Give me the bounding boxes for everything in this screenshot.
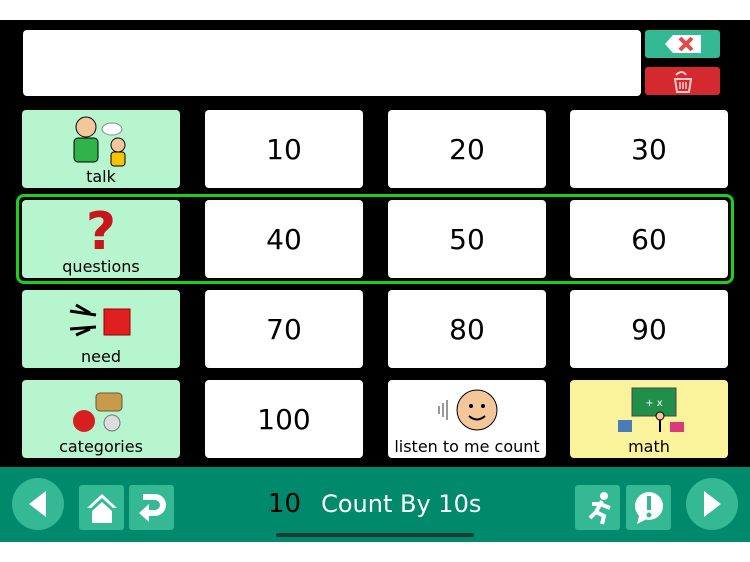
cell-30[interactable]: 30 [570, 110, 728, 188]
running-person-icon [588, 491, 611, 524]
objects-group-icon [73, 392, 123, 432]
cell-categories[interactable]: categories [22, 380, 180, 458]
next-page-button[interactable] [686, 478, 738, 530]
cell-label: listen to me count [394, 437, 540, 456]
number-label: 80 [449, 312, 485, 346]
triangle-right-icon [704, 491, 721, 517]
page-title: 10 Count By 10s [268, 489, 481, 519]
cell-10[interactable]: 10 [205, 110, 363, 188]
back-button[interactable] [129, 485, 174, 530]
cell-70[interactable]: 70 [205, 290, 363, 368]
cell-100[interactable]: 100 [205, 380, 363, 458]
home-button[interactable] [79, 485, 124, 530]
cell-60[interactable]: 60 [570, 200, 728, 278]
cell-picture: + x [570, 384, 728, 438]
svg-text:+ x: + x [645, 398, 663, 409]
cell-need[interactable]: need [22, 290, 180, 368]
cell-picture [22, 384, 180, 438]
return-arrow-icon [138, 493, 166, 522]
number-label: 40 [266, 222, 302, 256]
number-label: 70 [266, 312, 302, 346]
row-highlight [16, 194, 734, 284]
bottom-nav-bar: 10 Count By 10s [0, 467, 750, 542]
message-bar[interactable] [23, 30, 641, 96]
cell-label: talk [86, 167, 116, 186]
number-label: 30 [631, 132, 667, 166]
cell-questions[interactable]: ? questions [22, 200, 180, 278]
number-label: 90 [631, 312, 667, 346]
quick-jump-button[interactable] [575, 485, 620, 530]
cell-label: need [81, 347, 121, 366]
cell-label: categories [59, 437, 143, 456]
number-label: 100 [257, 402, 311, 436]
number-label: 60 [631, 222, 667, 256]
cell-listen-to-me-count[interactable]: listen to me count [388, 380, 546, 458]
cell-picture [22, 294, 180, 348]
listening-face-icon [438, 389, 498, 431]
backspace-button[interactable] [645, 30, 720, 58]
svg-text:?: ? [86, 203, 116, 259]
vocabulary-board: talk 10 20 30? questions 40 50 60 need 70 80 90 cate… [0, 20, 750, 467]
page-title-text: Count By 10s [321, 490, 482, 518]
backspace-x-icon [664, 35, 701, 53]
number-label: 10 [266, 132, 302, 166]
home-indicator [276, 533, 474, 537]
number-label: 20 [449, 132, 485, 166]
cell-picture: ? [22, 203, 180, 259]
clear-button[interactable] [645, 67, 720, 95]
math-class-icon: + x [618, 387, 684, 432]
cell-90[interactable]: 90 [570, 290, 728, 368]
question-mark-icon: ? [86, 203, 116, 259]
triangle-left-icon [29, 491, 46, 517]
cell-picture [388, 384, 546, 438]
cell-40[interactable]: 40 [205, 200, 363, 278]
cell-label: math [628, 437, 670, 456]
cell-picture [22, 114, 180, 168]
cell-math[interactable]: + x math [570, 380, 728, 458]
cell-50[interactable]: 50 [388, 200, 546, 278]
exclamation-bubble-icon [634, 491, 663, 524]
cell-20[interactable]: 20 [388, 110, 546, 188]
number-label: 50 [449, 222, 485, 256]
alert-button[interactable] [626, 485, 671, 530]
cell-talk[interactable]: talk [22, 110, 180, 188]
hands-reaching-block-icon [69, 303, 131, 337]
people-talking-icon [73, 116, 126, 167]
cell-80[interactable]: 80 [388, 290, 546, 368]
previous-page-button[interactable] [12, 478, 64, 530]
trash-icon [673, 71, 692, 93]
page-number: 10 [268, 489, 302, 519]
cell-label: questions [62, 257, 140, 276]
home-icon [86, 493, 117, 523]
